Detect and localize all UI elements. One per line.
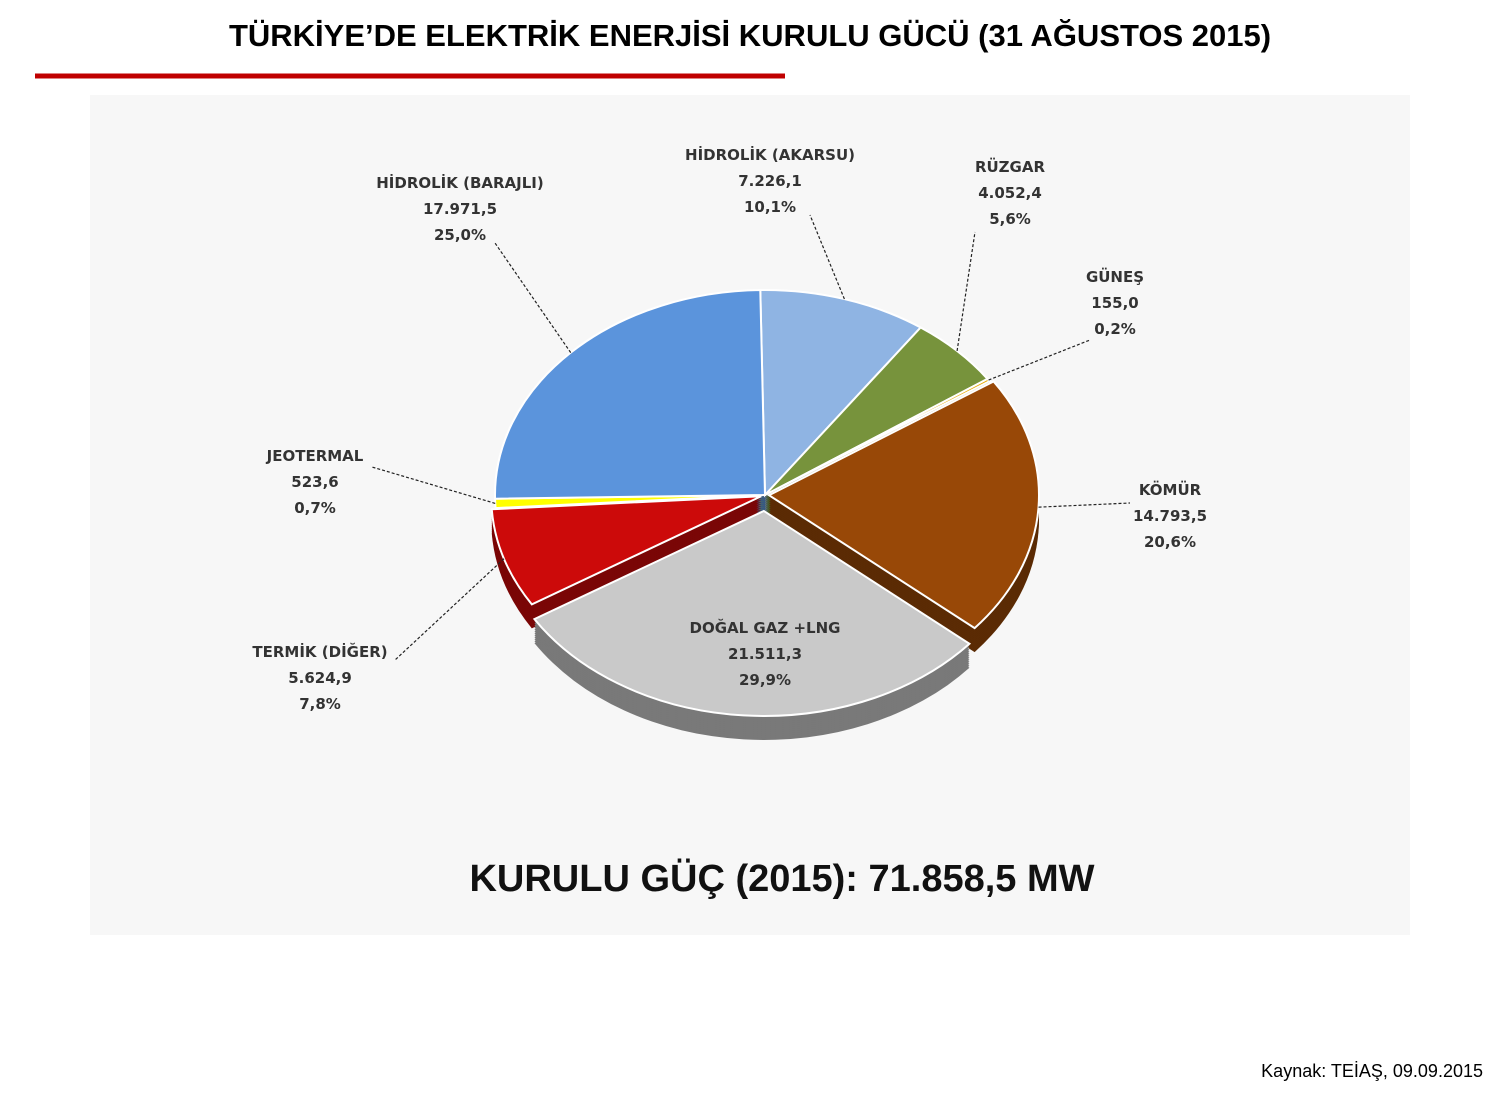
slice <box>759 289 923 498</box>
slice-label: HİDROLİK (AKARSU) <box>685 145 855 164</box>
percent-label: 10,1% <box>744 198 796 216</box>
percent-label: 7,8% <box>299 695 341 713</box>
percent-label: 20,6% <box>1144 533 1196 551</box>
value-label: 14.793,5 <box>1133 507 1207 525</box>
percent-label: 29,9% <box>739 671 791 689</box>
total-annotation: KURULU GÜÇ (2015): 71.858,5 MW <box>469 857 1094 900</box>
chart-title: TÜRKİYE’DE ELEKTRİK ENERJİSİ KURULU GÜCÜ… <box>229 18 1271 53</box>
percent-label: 0,2% <box>1094 320 1136 338</box>
slice <box>766 380 1040 630</box>
value-label: 5.624,9 <box>288 669 352 687</box>
slice-label: HİDROLİK (BARAJLI) <box>376 173 544 192</box>
slice-label: JEOTERMAL <box>266 447 364 465</box>
slice-label: TERMİK (DİĞER) <box>252 642 387 661</box>
value-label: 155,0 <box>1091 294 1138 312</box>
value-label: 7.226,1 <box>738 172 802 190</box>
leader-line <box>1038 502 1131 508</box>
leader-line <box>809 214 845 300</box>
slice-label: KÖMÜR <box>1139 480 1202 499</box>
leader-line <box>494 242 572 353</box>
source: Kaynak: TEİAŞ, 09.09.2015 <box>1261 1061 1483 1081</box>
leader-line <box>956 231 976 352</box>
slice-label: GÜNEŞ <box>1086 267 1144 286</box>
value-label: 4.052,4 <box>978 184 1042 202</box>
slice-label: RÜZGAR <box>975 157 1046 176</box>
leader-line <box>371 466 496 504</box>
slice-label: DOĞAL GAZ +LNG <box>690 618 841 637</box>
value-label: 523,6 <box>291 473 338 491</box>
slice <box>494 289 767 500</box>
value-label: 17.971,5 <box>423 200 497 218</box>
percent-label: 25,0% <box>434 226 486 244</box>
pie: HİDROLİK (AKARSU) 7.226,1 10,1% RÜZGAR 4.052… <box>252 145 1207 740</box>
percent-label: 5,6% <box>989 210 1031 228</box>
leader-line <box>988 339 1091 381</box>
value-label: 21.511,3 <box>728 645 802 663</box>
percent-label: 0,7% <box>294 499 336 517</box>
slice <box>532 509 972 717</box>
